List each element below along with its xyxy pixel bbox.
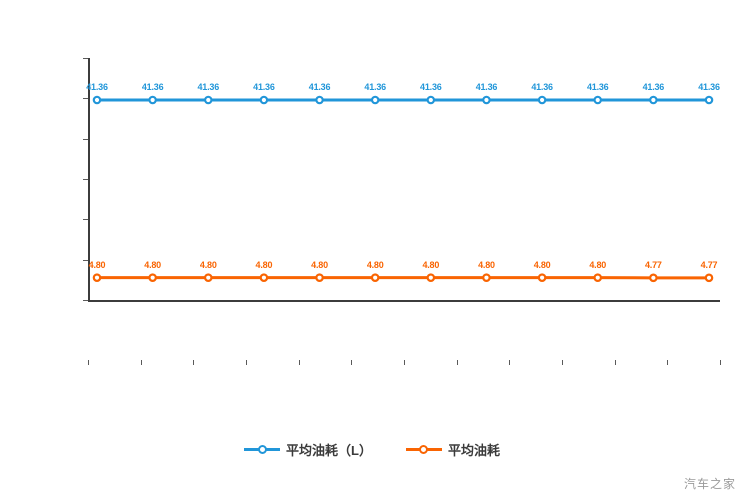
data-point-marker[interactable] [593, 273, 603, 282]
data-point-label: 4.80 [533, 259, 551, 270]
x-tick [667, 360, 669, 365]
data-point-label: 41.36 [141, 81, 164, 92]
data-point-marker[interactable] [203, 95, 213, 105]
data-point-marker[interactable] [649, 95, 658, 105]
y-tick [83, 58, 88, 59]
data-point-marker[interactable] [704, 273, 714, 283]
data-point-marker[interactable] [315, 95, 324, 105]
data-point-marker[interactable] [537, 95, 547, 105]
data-point-label: 4.80 [255, 259, 273, 270]
y-tick [83, 98, 88, 100]
data-point-label: 4.77 [645, 259, 662, 270]
x-tick [456, 360, 458, 365]
data-point-marker[interactable] [704, 95, 714, 105]
data-point-marker[interactable] [92, 95, 102, 105]
data-point-marker[interactable] [537, 273, 547, 282]
y-tick [83, 219, 88, 221]
legend-item-series-1[interactable]: 平均油耗（L） [244, 440, 372, 459]
legend-item-series-2[interactable]: 平均油耗 [405, 440, 500, 459]
x-tick [404, 360, 405, 365]
data-point-marker[interactable] [259, 273, 269, 282]
legend-marker-icon-series-2 [405, 445, 442, 454]
data-point-label: 41.36 [698, 81, 720, 92]
x-tick [193, 360, 195, 365]
legend-label-series-2: 平均油耗 [447, 443, 500, 458]
x-tick [720, 360, 721, 365]
data-point-label: 41.36 [86, 81, 108, 92]
data-point-marker[interactable] [593, 95, 603, 105]
x-tick [246, 360, 247, 365]
data-point-label: 4.80 [311, 259, 328, 270]
data-point-label: 41.36 [364, 81, 386, 92]
data-point-marker[interactable] [426, 95, 436, 105]
chart-legend: 平均油耗（L） 平均油耗 [0, 440, 744, 459]
x-tick [614, 360, 616, 365]
data-point-label: 4.80 [422, 259, 440, 270]
x-tick [298, 360, 300, 365]
series-lines [92, 95, 714, 283]
x-tick [140, 360, 142, 365]
y-tick [83, 259, 88, 261]
y-tick [83, 300, 88, 301]
data-point-marker[interactable] [203, 273, 213, 282]
data-point-label: 41.36 [642, 81, 665, 92]
x-tick [88, 360, 89, 365]
data-point-label: 41.36 [253, 81, 275, 92]
data-point-label: 41.36 [531, 81, 553, 92]
data-point-label: 4.80 [589, 259, 607, 270]
data-point-marker[interactable] [148, 273, 157, 282]
data-point-label: 41.36 [308, 81, 331, 92]
data-point-marker[interactable] [315, 273, 324, 282]
data-point-label: 41.36 [475, 81, 498, 92]
data-point-label: 4.80 [478, 259, 495, 270]
data-point-marker[interactable] [482, 95, 491, 105]
data-point-marker[interactable] [649, 273, 658, 283]
x-tick [351, 360, 353, 365]
data-point-label: 4.80 [88, 259, 106, 270]
data-point-label: 41.36 [197, 81, 220, 92]
data-point-marker[interactable] [259, 95, 269, 105]
x-tick [562, 360, 563, 365]
data-point-marker[interactable] [370, 95, 380, 105]
y-tick [83, 138, 88, 140]
watermark: 汽车之家 [683, 477, 736, 491]
plot-area: 41.36 41.36 41.36 41.36 41.36 41.36 41.36 41.36… [83, 58, 721, 365]
y-axis-line [88, 58, 90, 302]
y-tick [83, 179, 88, 180]
data-point-label: 4.80 [199, 259, 217, 270]
data-point-label: 4.77 [700, 259, 718, 270]
data-point-marker[interactable] [370, 273, 380, 282]
data-point-marker[interactable] [92, 273, 102, 282]
data-point-marker[interactable] [426, 273, 436, 282]
data-point-label: 41.36 [586, 81, 609, 92]
data-point-label: 41.36 [420, 81, 442, 92]
data-point-marker[interactable] [482, 273, 491, 282]
x-tick [509, 360, 511, 365]
data-point-label: 4.80 [366, 259, 384, 270]
data-point-marker[interactable] [148, 95, 157, 105]
legend-marker-icon-series-1 [244, 445, 281, 454]
data-point-label: 4.80 [144, 259, 161, 270]
x-axis-line [88, 300, 720, 302]
legend-label-series-1: 平均油耗（L） [286, 443, 372, 458]
